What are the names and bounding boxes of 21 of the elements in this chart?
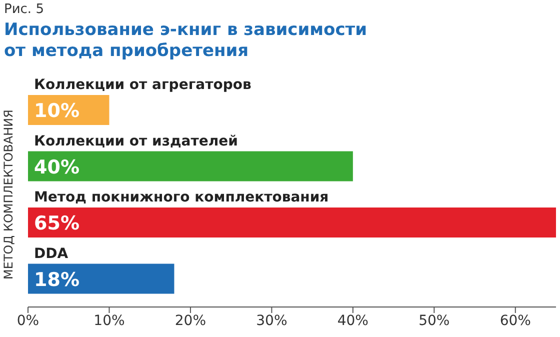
data-label: 40% [34,156,80,178]
x-tick-label: 60% [500,312,531,329]
data-label: 10% [34,100,80,122]
bar [28,208,556,238]
chart-title: Использование э-книг в зависимости от метода приобретения [4,20,368,62]
x-tick-label: 50% [418,312,450,329]
y-tick-label: DDA [34,246,68,262]
y-axis-title: МЕТОД КОМПЛЕКТОВАНИЯ [1,110,16,280]
x-tick-label: 30% [256,312,288,329]
bar [28,264,174,294]
x-tick-label: 40% [337,312,368,329]
data-label: 18% [34,268,80,291]
x-tick-label: 10% [94,312,125,329]
x-tick-label: 20% [174,312,206,329]
x-tick-label: 0% [16,312,40,329]
y-tick-label: Коллекции от издателей [34,133,238,150]
data-label: 65% [34,212,80,234]
y-tick-label: Метод покнижного комплектования [34,190,329,206]
bar [28,151,353,182]
y-tick-label: Коллекции от агрегаторов [34,77,252,93]
chart-subtitle: Рис. 5 [4,2,44,17]
